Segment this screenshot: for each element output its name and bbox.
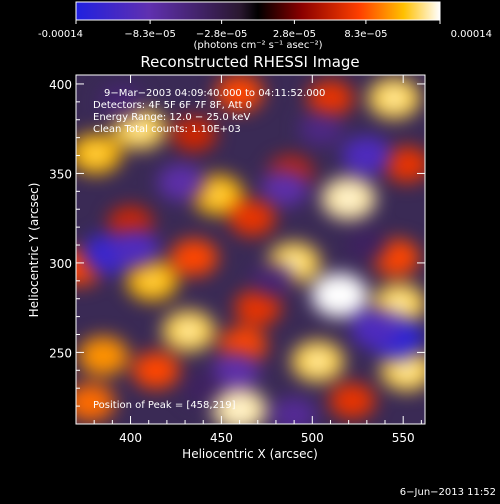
y-tick-label: 400 bbox=[49, 78, 72, 92]
heatmap-blob bbox=[271, 397, 318, 424]
colorbar-tick-label: 2.8e−05 bbox=[273, 29, 316, 40]
heatmap-blob bbox=[383, 146, 425, 183]
y-tick-label: 300 bbox=[49, 257, 72, 271]
heatmap-blob bbox=[171, 116, 217, 152]
colorbar-tick-label: −8.3e−05 bbox=[124, 29, 176, 40]
colorbar-ticks: -0.00014 −8.3e−05 −2.8e−05 2.8e−05 8.3e−05 0.… bbox=[38, 20, 492, 40]
heatmap-blob-core bbox=[397, 363, 416, 378]
heatmap-blob bbox=[182, 371, 225, 405]
heatmap-blob-core bbox=[179, 323, 198, 338]
heatmap-blob bbox=[109, 228, 160, 269]
heatmap-blob bbox=[234, 289, 281, 326]
heatmap-blob bbox=[250, 263, 294, 298]
colorbar-tick-label: −2.8e−05 bbox=[196, 29, 248, 40]
x-tick-label: 450 bbox=[210, 431, 233, 445]
axes: 400 450 500 550 250 300 350 400 bbox=[49, 75, 425, 445]
heatmap-blob-core bbox=[208, 187, 227, 202]
heatmap-blob bbox=[229, 200, 276, 237]
peak-position: Position of Peak = [458,219] bbox=[93, 400, 236, 411]
heatmap-blob bbox=[341, 135, 392, 176]
colorbar-units: (photons cm⁻² s⁻¹ asec⁻²) bbox=[193, 40, 322, 51]
heatmap-blob bbox=[157, 163, 206, 201]
y-axis-label: Heliocentric Y (arcsec) bbox=[27, 183, 41, 318]
x-axis-label: Heliocentric X (arcsec) bbox=[182, 447, 318, 461]
heatmap-blobs bbox=[76, 75, 425, 424]
colorbar bbox=[75, 1, 441, 21]
y-tick-label: 250 bbox=[49, 346, 72, 360]
heatmap-blob bbox=[170, 238, 218, 277]
annotation-clean: Clean Total counts: 1.10E+03 bbox=[93, 124, 241, 135]
heatmap-blob bbox=[345, 228, 388, 262]
heatmap-blob bbox=[212, 351, 260, 389]
heatmap-blob-core bbox=[330, 288, 349, 303]
heatmap-blob bbox=[76, 383, 115, 422]
heatmap-blob-core bbox=[143, 273, 162, 288]
colorbar-tick-label: 8.3e−05 bbox=[344, 29, 387, 40]
colorbar-tick-label: 0.00014 bbox=[451, 29, 492, 40]
timestamp: 6−Jun−2013 11:52 bbox=[400, 487, 496, 498]
annotations: 9−Mar−2003 04:09:40.000 to 04:11:52.000 … bbox=[93, 88, 325, 411]
heatmap-blob-core bbox=[285, 255, 304, 270]
heatmap-blob-core bbox=[308, 354, 327, 369]
annotation-energy: Energy Range: 12.0 − 25.0 keV bbox=[93, 112, 250, 123]
heatmap-blob-core bbox=[130, 121, 149, 136]
heatmap-blob bbox=[132, 351, 180, 389]
x-tick-label: 550 bbox=[392, 431, 415, 445]
x-tick-label: 400 bbox=[119, 431, 142, 445]
annotation-detectors: Detectors: 4F 5F 6F 7F 8F, Att 0 bbox=[93, 100, 252, 111]
heatmap-blob-core bbox=[390, 297, 409, 312]
heatmap-blob bbox=[215, 75, 264, 112]
heatmap-blob bbox=[307, 80, 354, 117]
annotation-time: 9−Mar−2003 04:09:40.000 to 04:11:52.000 bbox=[104, 88, 325, 99]
x-tick-label: 500 bbox=[301, 431, 324, 445]
heatmap-blob bbox=[350, 309, 402, 349]
heatmap-blob bbox=[99, 84, 144, 119]
heatmap bbox=[76, 75, 425, 424]
heatmap-blob bbox=[329, 382, 376, 419]
heatmap-blob bbox=[78, 336, 129, 376]
y-tick-label: 350 bbox=[49, 167, 72, 181]
plot-frame bbox=[75, 74, 426, 425]
heatmap-blob-core bbox=[230, 402, 249, 417]
colorbar-tick-label: -0.00014 bbox=[38, 29, 83, 40]
heatmap-blob-core bbox=[385, 91, 404, 106]
heatmap-blob-core bbox=[339, 191, 358, 206]
heatmap-blob-core bbox=[86, 146, 105, 161]
chart-title: Reconstructed RHESSI Image bbox=[140, 53, 359, 71]
heatmap-blob bbox=[299, 111, 344, 147]
heatmap-blob bbox=[261, 169, 309, 207]
